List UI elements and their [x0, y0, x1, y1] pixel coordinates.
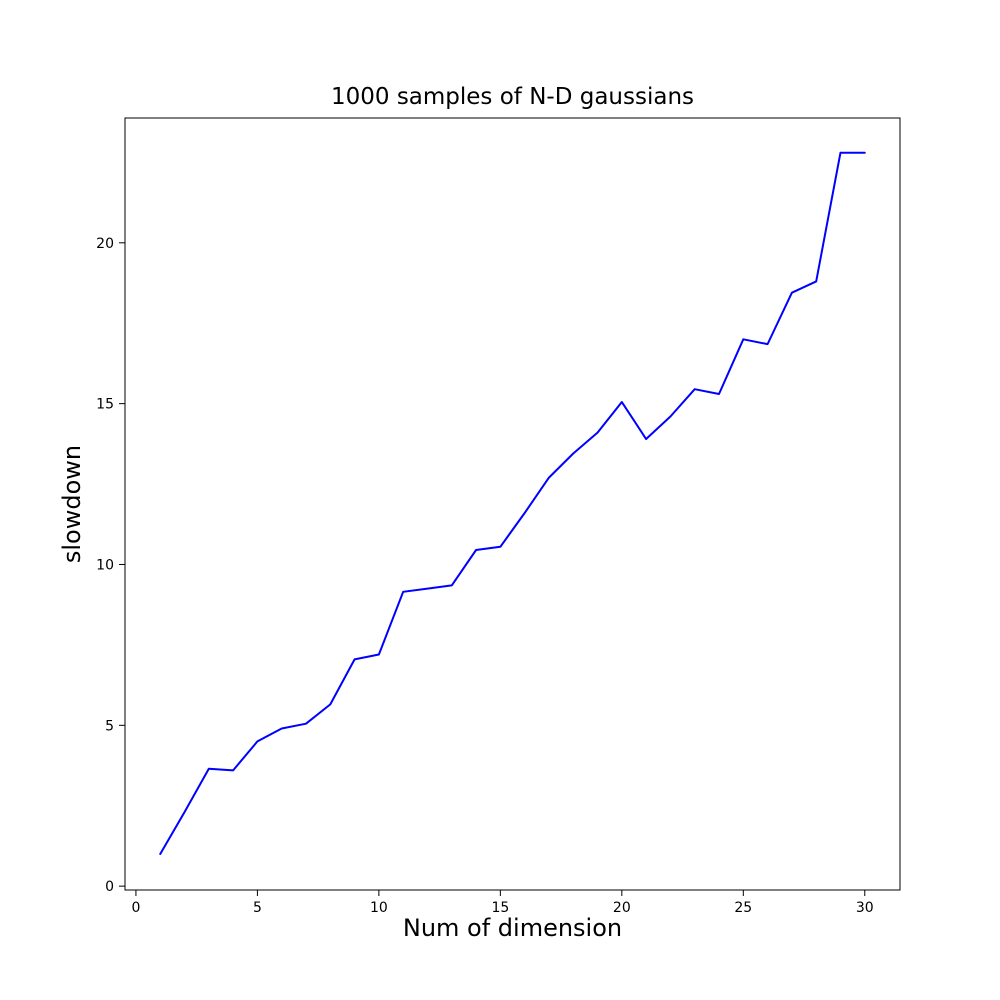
y-tick-label: 20 [96, 236, 114, 252]
x-axis-label: Num of dimension [402, 914, 623, 942]
axes-frame [124, 117, 901, 891]
y-tick-label: 15 [96, 397, 114, 413]
chart-title: 1000 samples of N-D gaussians [330, 84, 695, 110]
y-tick-label: 0 [105, 879, 114, 895]
x-tick-label: 20 [613, 900, 631, 916]
x-tick-label: 5 [253, 900, 262, 916]
data-line-series [159, 151, 866, 855]
x-tick-label: 10 [370, 900, 388, 916]
y-tick-label: 5 [105, 718, 114, 734]
x-tick-label: 0 [131, 900, 140, 916]
x-tick-label: 30 [856, 900, 874, 916]
y-axis-label: slowdown [58, 444, 86, 564]
y-tick-label: 10 [96, 557, 114, 573]
x-tick-label: 15 [491, 900, 509, 916]
x-tick-label: 25 [734, 900, 752, 916]
